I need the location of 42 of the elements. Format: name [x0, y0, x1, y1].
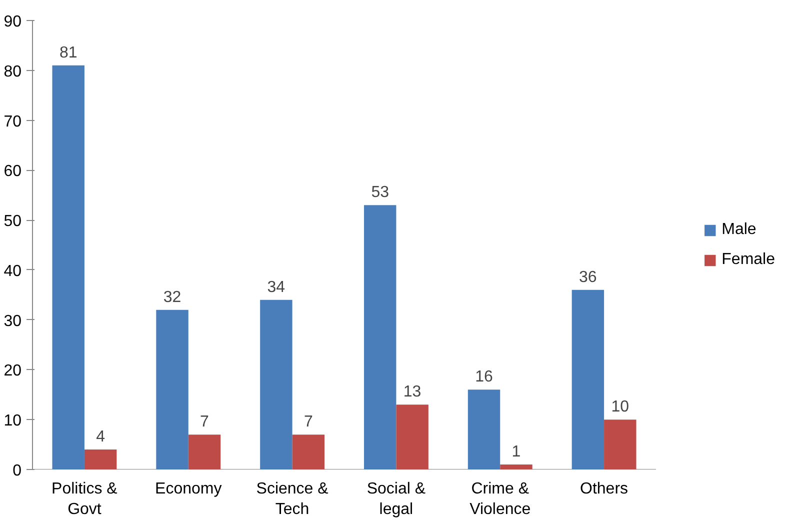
bar: [468, 390, 500, 470]
bar: [572, 290, 604, 470]
bar: [260, 300, 292, 470]
bar: [52, 65, 84, 470]
data-label: 10: [611, 398, 630, 416]
bar: [604, 420, 636, 470]
data-label: 1: [512, 444, 521, 461]
data-label: 81: [59, 44, 78, 62]
data-label: 4: [96, 428, 106, 446]
y-tick-label: 50: [4, 213, 22, 230]
x-tick-label: Crime & Violence: [470, 480, 531, 518]
x-tick-label: Social & legal: [366, 480, 426, 518]
bar: [364, 205, 396, 470]
data-label: 53: [371, 184, 390, 202]
x-tick-label: Economy: [155, 480, 222, 498]
y-tick-label: 70: [4, 113, 22, 130]
bar: [500, 464, 532, 470]
data-label: 7: [304, 414, 313, 431]
legend-label: Male: [722, 220, 756, 238]
data-label: 16: [475, 368, 494, 386]
x-tick-label: Science & Tech: [256, 480, 329, 518]
y-tick-label: 90: [4, 14, 22, 30]
data-label: 36: [579, 268, 597, 286]
bar: [188, 434, 221, 470]
y-tick-label: 0: [12, 462, 22, 480]
data-label: 32: [163, 288, 182, 306]
data-label: 13: [403, 384, 422, 401]
bar: [292, 434, 325, 470]
y-tick-label: 80: [4, 63, 22, 80]
y-tick-label: 40: [4, 262, 22, 280]
bar: [156, 310, 188, 470]
y-tick-label: 10: [4, 412, 22, 430]
x-tick-label: Politics & Govt: [52, 480, 118, 518]
bar: [84, 450, 117, 470]
data-label: 7: [200, 414, 210, 431]
data-label: 34: [267, 278, 286, 296]
legend-label: Female: [722, 250, 775, 268]
x-tick-label: Others: [580, 480, 628, 498]
y-tick-label: 60: [4, 163, 22, 180]
bar: [396, 404, 428, 470]
y-tick-label: 30: [4, 312, 22, 330]
y-tick-label: 20: [4, 362, 22, 380]
